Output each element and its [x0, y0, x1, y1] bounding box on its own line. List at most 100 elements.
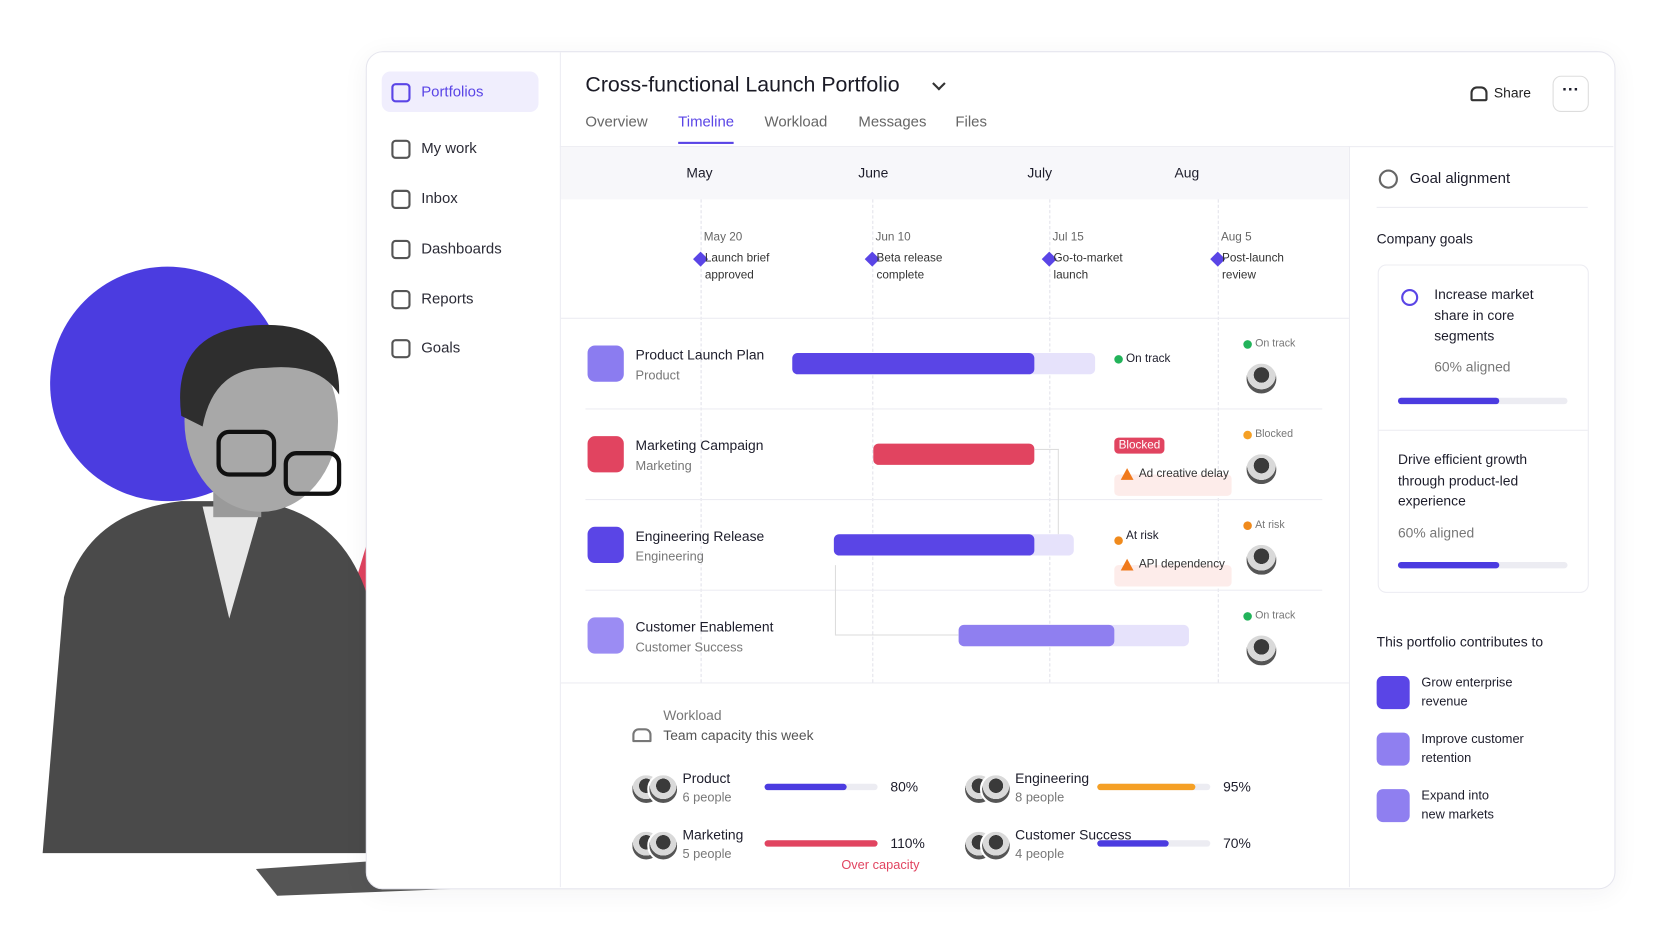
nav-item[interactable]: Reports	[421, 289, 474, 307]
capacity-bar	[764, 783, 847, 791]
milestone-date: Jun 10	[875, 230, 911, 244]
status-dot	[1114, 536, 1123, 545]
goals-card-divider	[1378, 429, 1588, 431]
page-title: Cross-functional Launch Portfolio	[585, 73, 900, 98]
capacity-label: 110%	[890, 835, 925, 852]
share-button[interactable]: Share	[1493, 84, 1531, 101]
avatar	[1244, 452, 1279, 487]
row-divider	[585, 499, 1323, 501]
avatar	[979, 829, 1012, 862]
row-divider	[585, 589, 1323, 591]
team-name: Customer Success	[1015, 826, 1132, 843]
capacity-label: 80%	[890, 778, 919, 795]
side-status: On track	[1255, 609, 1296, 622]
milestone-date: Jul 15	[1052, 230, 1084, 244]
contribution-text[interactable]: revenue	[1421, 693, 1468, 709]
project-name[interactable]: Customer Enablement	[635, 618, 774, 635]
timeline-bar	[958, 624, 1115, 647]
nav-icon	[391, 189, 411, 210]
milestone-label: approved	[704, 269, 754, 282]
side-status-dot	[1243, 612, 1252, 621]
status-text: At risk	[1126, 529, 1159, 543]
side-status-dot	[1243, 340, 1252, 349]
team-people: 4 people	[1015, 846, 1065, 862]
month-label: Aug	[1174, 164, 1200, 181]
avatar	[1244, 633, 1279, 668]
contribution-text[interactable]: new markets	[1421, 807, 1494, 822]
month-label: June	[858, 164, 889, 181]
nav-item[interactable]: My work	[421, 139, 477, 157]
goal-text: Increase market	[1434, 285, 1534, 302]
contribution-text[interactable]: Expand into	[1421, 787, 1490, 803]
milestone-line	[700, 199, 702, 683]
milestone-line	[1049, 199, 1051, 683]
milestone-label: complete	[876, 269, 925, 282]
share-icon	[1470, 86, 1488, 102]
nav-item[interactable]: Portfolios	[421, 82, 484, 100]
nav-icon	[391, 139, 411, 159]
tab[interactable]: Overview	[585, 112, 648, 130]
side-status-dot	[1243, 430, 1252, 440]
month-label: May	[686, 164, 713, 181]
capacity-note: Over capacity	[841, 857, 920, 873]
sidebar-divider	[559, 52, 561, 888]
side-status: Blocked	[1255, 428, 1294, 441]
warning-icon	[1120, 558, 1134, 571]
avatar	[647, 829, 680, 862]
goals-divider	[1376, 206, 1588, 208]
project-name[interactable]: Product Launch Plan	[635, 346, 765, 363]
milestone-label: Launch brief	[704, 252, 770, 265]
goal-icon	[1378, 169, 1398, 189]
tab[interactable]: Messages	[858, 112, 927, 130]
project-name[interactable]: Marketing Campaign	[635, 437, 764, 454]
connector	[1034, 448, 1059, 450]
capacity-bar	[764, 840, 878, 847]
tab[interactable]: Workload	[764, 112, 828, 130]
project-team: Customer Success	[635, 639, 743, 655]
contribution-text[interactable]: retention	[1421, 750, 1472, 766]
nav-item[interactable]: Dashboards	[421, 239, 502, 257]
contribution-text[interactable]: Improve customer	[1421, 731, 1524, 747]
connector	[834, 634, 959, 636]
timeline-divider	[560, 317, 1349, 319]
timeline-bar	[873, 443, 1035, 465]
team-name: Product	[682, 770, 731, 787]
avatar	[647, 773, 680, 806]
nav-item[interactable]: Goals	[421, 338, 461, 356]
milestone-label: launch	[1053, 269, 1089, 282]
tab[interactable]: Timeline	[678, 112, 735, 130]
avatar	[979, 773, 1012, 806]
goal-target-icon	[1401, 288, 1419, 307]
more-button[interactable]: ···	[1552, 75, 1589, 112]
contribution-icon	[1376, 789, 1410, 823]
goal-text: experience	[1397, 492, 1466, 509]
milestone-date: May 20	[703, 230, 743, 244]
row-divider	[585, 408, 1323, 410]
project-icon	[587, 617, 624, 654]
project-icon	[587, 526, 624, 564]
goals-card	[1377, 264, 1589, 593]
aligned-label: 60% aligned	[1397, 524, 1475, 541]
company-goals-title: Company goals	[1376, 230, 1473, 247]
capacity-label: 95%	[1223, 778, 1251, 795]
glasses	[283, 451, 342, 496]
person-shirt	[202, 506, 262, 619]
note-text: Ad creative delay	[1138, 467, 1229, 481]
connector	[1057, 448, 1059, 535]
contribution-text[interactable]: Grow enterprise	[1421, 674, 1513, 690]
workload-icon	[632, 728, 652, 743]
tab[interactable]: Files	[955, 112, 987, 130]
person-hair	[180, 324, 340, 427]
status-text: On track	[1126, 352, 1171, 366]
contribution-icon	[1376, 676, 1410, 710]
warning-icon	[1120, 468, 1134, 480]
contribution-icon	[1376, 732, 1410, 766]
team-people: 8 people	[1015, 789, 1065, 805]
milestone-line	[872, 199, 874, 683]
status-note	[1114, 474, 1232, 496]
goals-title: Goal alignment	[1409, 169, 1511, 187]
project-name[interactable]: Engineering Release	[635, 528, 765, 545]
nav-icon	[391, 83, 411, 103]
nav-item[interactable]: Inbox	[421, 189, 458, 207]
aligned-label: 60% aligned	[1434, 358, 1511, 375]
